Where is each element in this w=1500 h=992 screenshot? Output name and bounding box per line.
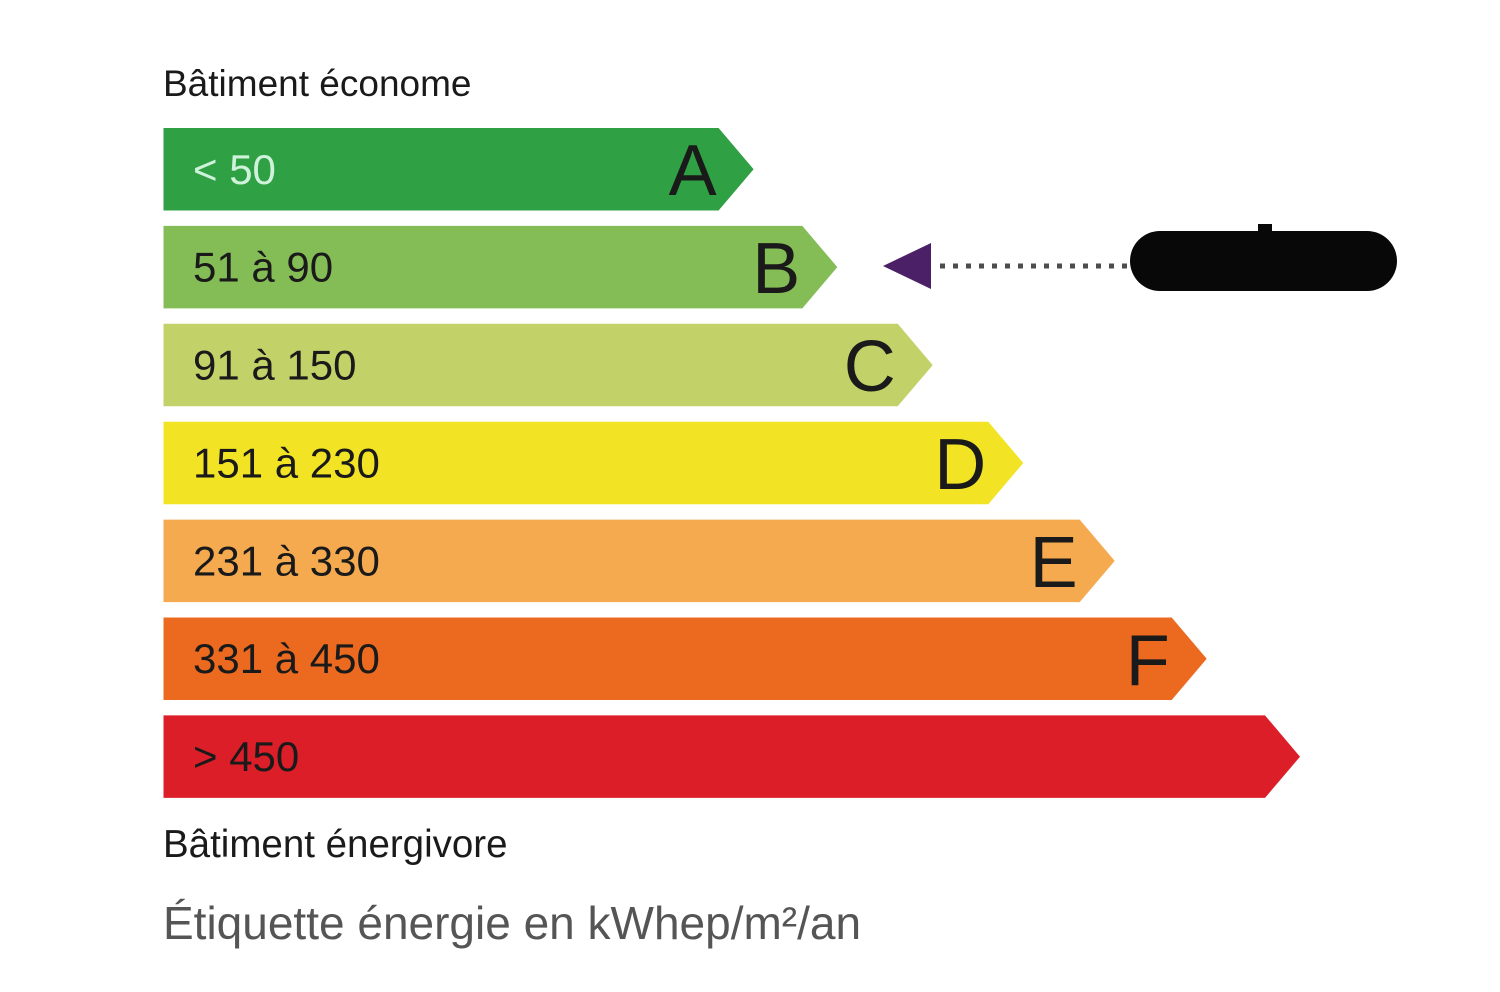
svg-text:Bâtiment économe: Bâtiment économe [163, 63, 472, 104]
svg-text:91 à 150: 91 à 150 [193, 342, 357, 389]
svg-text:A: A [669, 131, 717, 211]
svg-text:< 50: < 50 [193, 146, 276, 193]
svg-text:Étiquette énergie en kWhep/m²/: Étiquette énergie en kWhep/m²/an [163, 897, 861, 949]
svg-text:Bâtiment énergivore: Bâtiment énergivore [163, 823, 508, 866]
svg-text:331 à 450: 331 à 450 [193, 635, 380, 682]
svg-text:D: D [934, 425, 986, 505]
svg-text:231 à 330: 231 à 330 [193, 537, 380, 584]
svg-text:B: B [752, 229, 800, 309]
svg-text:E: E [1030, 523, 1078, 603]
svg-text:C: C [844, 327, 896, 407]
svg-text:F: F [1126, 621, 1170, 701]
svg-text:> 450: > 450 [193, 733, 299, 780]
svg-text:51 à 90: 51 à 90 [193, 244, 333, 291]
svg-text:151 à 230: 151 à 230 [193, 440, 380, 487]
